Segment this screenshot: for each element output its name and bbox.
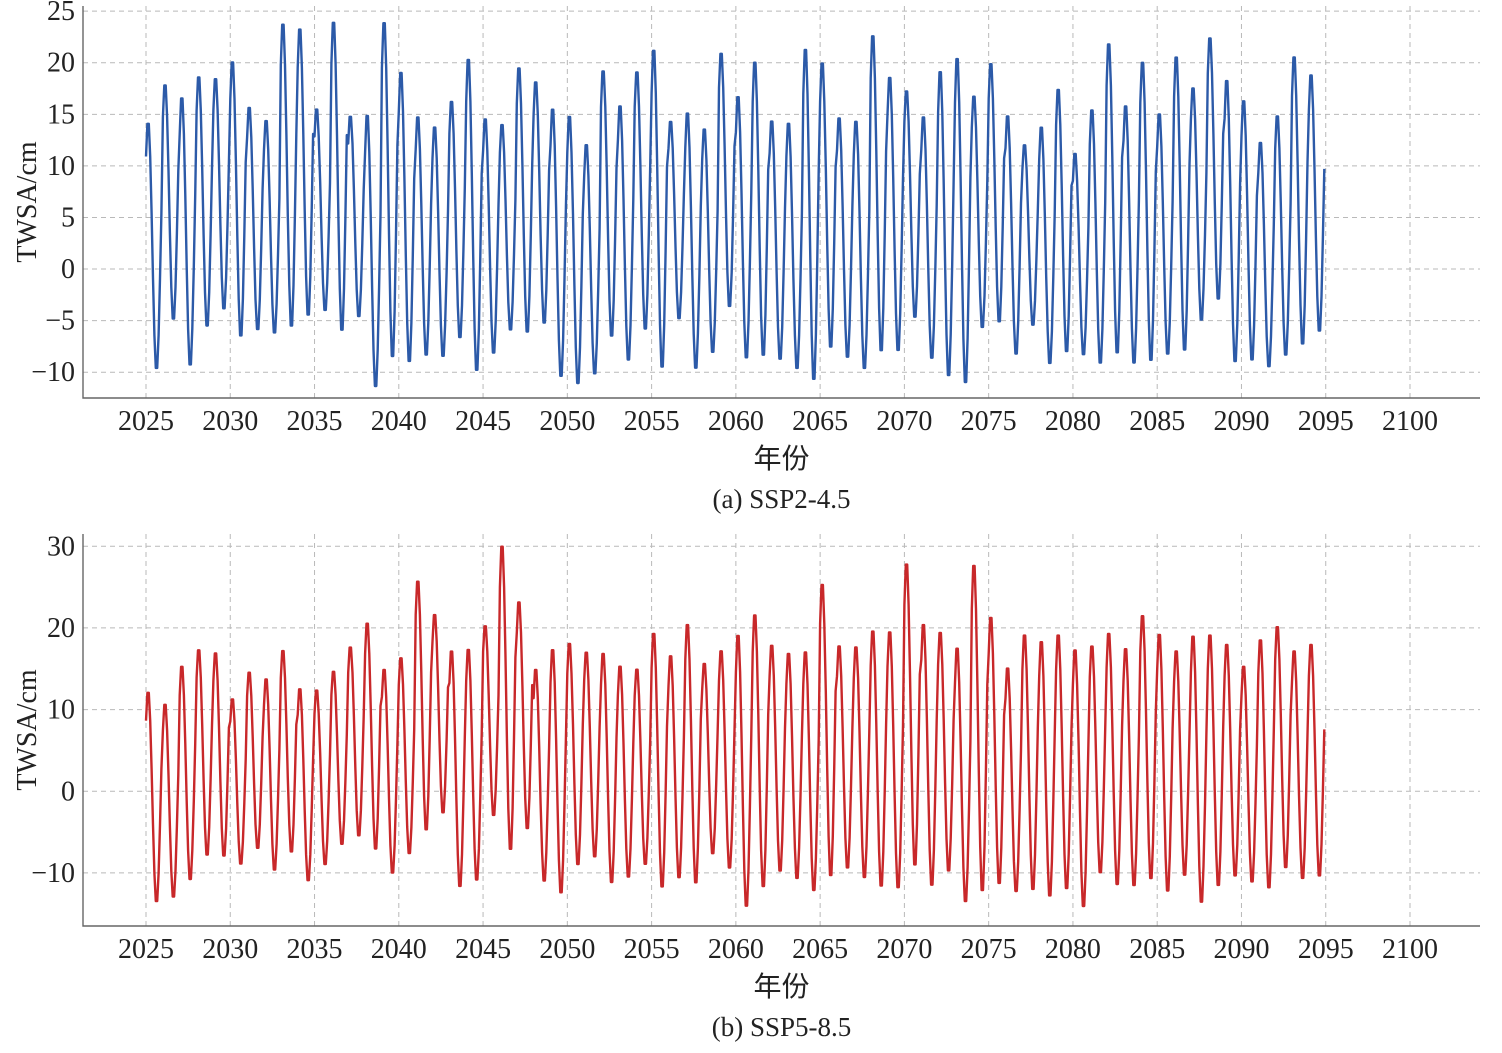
y-tick-label: 10 [47,151,75,182]
y-tick-label: −5 [45,306,75,337]
x-tick-label: 2050 [539,406,595,437]
x-tick-label: 2055 [624,934,680,965]
x-tick-label: 2035 [287,406,343,437]
x-tick-label: 2030 [202,934,258,965]
y-tick-label: 0 [61,776,75,807]
x-tick-label: 2025 [118,934,174,965]
x-tick-label: 2080 [1045,406,1101,437]
x-tick-label: 2025 [118,406,174,437]
x-tick-label: 2060 [708,934,764,965]
y-axis-title: TWSA/cm [12,141,43,263]
y-tick-label: −10 [31,357,75,388]
x-tick-label: 2085 [1129,406,1185,437]
panel-caption: (b) SSP5-8.5 [712,1012,852,1042]
y-tick-label: −10 [31,858,75,889]
x-tick-label: 2055 [624,406,680,437]
panel-caption: (a) SSP2-4.5 [712,484,850,514]
y-axis-title: TWSA/cm [12,669,43,791]
x-tick-label: 2070 [876,934,932,965]
x-tick-label: 2075 [961,406,1017,437]
x-tick-label: 2045 [455,406,511,437]
y-tick-label: 10 [47,695,75,726]
y-tick-label: 20 [47,613,75,644]
y-tick-label: 25 [47,0,75,27]
y-tick-label: 0 [61,254,75,285]
x-tick-label: 2080 [1045,934,1101,965]
x-tick-label: 2090 [1213,934,1269,965]
x-axis-title: 年份 [753,970,809,1003]
x-tick-label: 2045 [455,934,511,965]
x-tick-label: 2070 [876,406,932,437]
panel-b: 2025 2030 2035 2040 2045 2050 2055 2060 2065 2070… [12,531,1480,1042]
x-axis-title: 年份 [753,442,809,475]
y-tick-label: 15 [47,99,75,130]
x-tick-label: 2035 [287,934,343,965]
axis-spine [82,6,1480,399]
x-tick-label: 2050 [539,934,595,965]
x-tick-label: 2065 [792,406,848,437]
y-tick-label: 20 [47,48,75,79]
x-tick-label: 2040 [371,406,427,437]
x-tick-label: 2030 [202,406,258,437]
x-tick-label: 2065 [792,934,848,965]
x-tick-label: 2100 [1382,934,1438,965]
y-tick-label: 30 [47,531,75,562]
x-tick-label: 2095 [1298,406,1354,437]
x-tick-label: 2095 [1298,934,1354,965]
x-tick-label: 2100 [1382,406,1438,437]
series-line [144,545,1326,908]
series-line [144,21,1326,388]
x-tick-label: 2085 [1129,934,1185,965]
axis-spine [82,534,1480,927]
x-tick-label: 2090 [1213,406,1269,437]
x-tick-label: 2040 [371,934,427,965]
y-tick-label: 5 [61,202,75,233]
x-tick-label: 2060 [708,406,764,437]
panel-a: 2025 2030 2035 2040 2045 2050 2055 2060 2065 2070… [12,0,1480,514]
x-tick-label: 2075 [961,934,1017,965]
